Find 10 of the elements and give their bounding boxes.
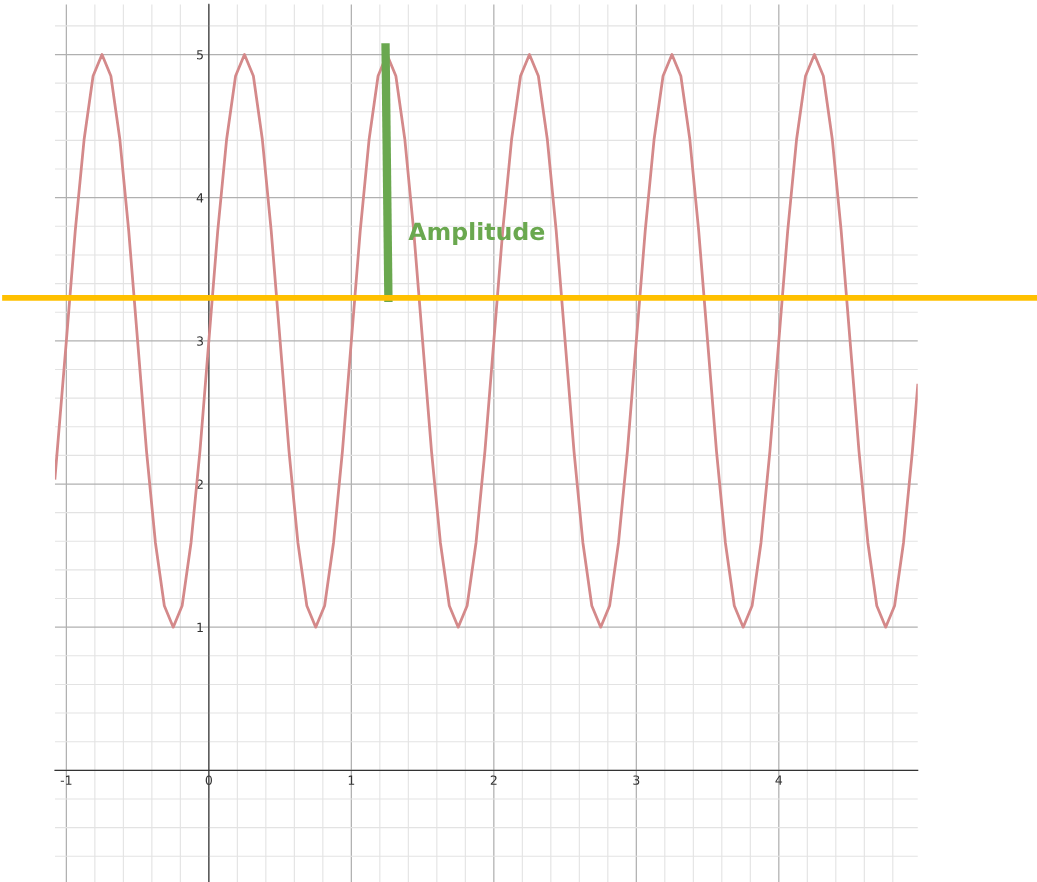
y-tick-label: 4 xyxy=(196,193,204,203)
x-tick-label: 2 xyxy=(490,775,497,785)
y-tick-label: 3 xyxy=(196,336,203,346)
x-tick-label: 1 xyxy=(348,775,355,785)
x-tick-label: 3 xyxy=(633,775,640,785)
x-tick-label: -1 xyxy=(60,775,72,785)
y-tick-label: 2 xyxy=(196,479,203,489)
y-tick-label: 1 xyxy=(197,622,203,632)
y-tick-label: 5 xyxy=(197,50,203,60)
x-tick-label: 4 xyxy=(775,775,783,785)
